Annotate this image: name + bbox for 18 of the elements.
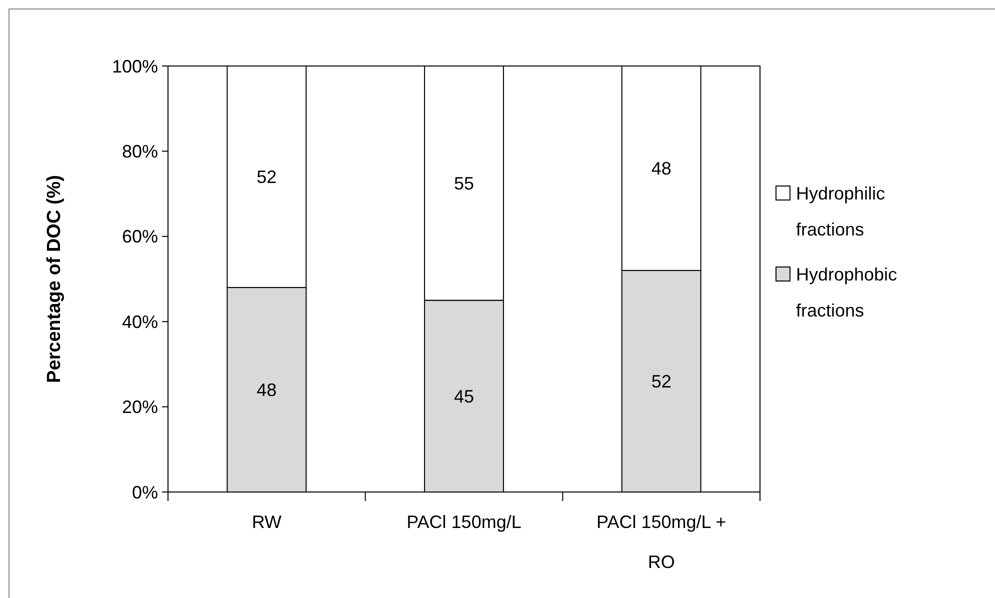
y-tick-label: 100% [112, 56, 158, 76]
y-tick-label: 80% [122, 142, 158, 162]
data-label: 55 [454, 173, 474, 194]
data-label: 45 [454, 386, 474, 406]
x-tick-label: PACl 150mg/L + RO [596, 512, 726, 572]
x-tick-label: PACl 150mg/L [406, 512, 522, 532]
data-label: 52 [651, 372, 672, 392]
y-tick-label: 0% [132, 482, 158, 502]
x-tick-label: RW [252, 512, 282, 532]
data-label: 48 [256, 380, 277, 400]
y-tick-label: 20% [122, 397, 158, 418]
y-tick-label: 40% [122, 312, 158, 332]
legend-label: Hydrophobic fractions [796, 264, 898, 320]
data-label: 48 [651, 158, 672, 179]
y-tick-label: 60% [122, 226, 158, 247]
data-label: 52 [256, 167, 277, 188]
y-axis-title: Percentage of DOC (%) [44, 175, 65, 383]
legend-label: Hydrophilic fractions [796, 183, 886, 240]
